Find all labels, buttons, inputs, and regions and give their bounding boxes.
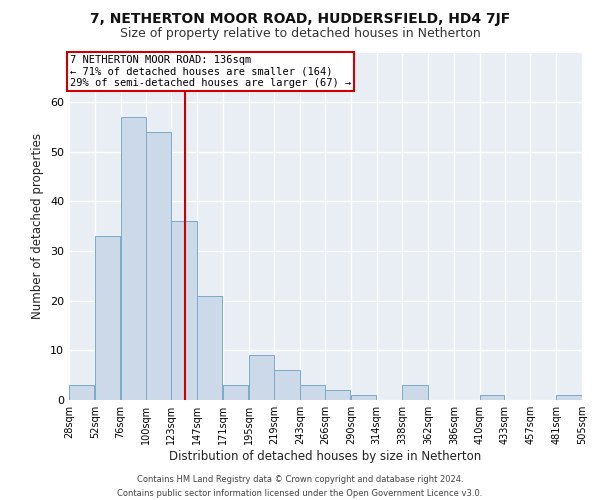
Bar [223, 385, 248, 400]
Bar [121, 117, 146, 400]
Bar [403, 385, 428, 400]
Text: 7, NETHERTON MOOR ROAD, HUDDERSFIELD, HD4 7JF: 7, NETHERTON MOOR ROAD, HUDDERSFIELD, HD… [90, 12, 510, 26]
Bar [480, 395, 504, 400]
Bar [300, 385, 325, 400]
Bar [171, 222, 197, 400]
Text: Contains HM Land Registry data © Crown copyright and database right 2024.
Contai: Contains HM Land Registry data © Crown c… [118, 476, 482, 498]
Bar [351, 395, 376, 400]
Bar [274, 370, 300, 400]
Text: Size of property relative to detached houses in Netherton: Size of property relative to detached ho… [119, 28, 481, 40]
Bar [248, 356, 274, 400]
Text: 7 NETHERTON MOOR ROAD: 136sqm
← 71% of detached houses are smaller (164)
29% of : 7 NETHERTON MOOR ROAD: 136sqm ← 71% of d… [70, 55, 352, 88]
Y-axis label: Number of detached properties: Number of detached properties [31, 133, 44, 320]
Bar [146, 132, 171, 400]
X-axis label: Distribution of detached houses by size in Netherton: Distribution of detached houses by size … [169, 450, 482, 463]
Bar [69, 385, 94, 400]
Bar [556, 395, 581, 400]
Bar [197, 296, 223, 400]
Bar [95, 236, 120, 400]
Bar [325, 390, 350, 400]
